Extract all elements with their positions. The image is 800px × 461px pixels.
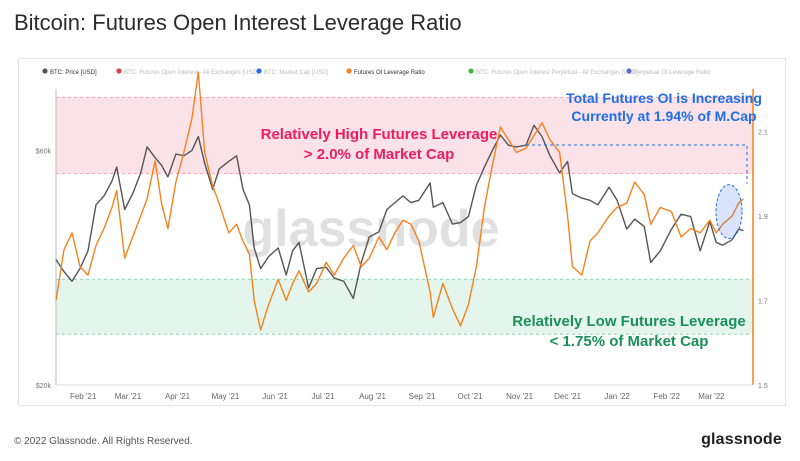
chart-svg: glassnode BTC: Price [USD] BTC: Futures O…: [36, 68, 768, 401]
legend-marker: [346, 68, 352, 74]
y-right-tick-label: 1.9: [758, 214, 768, 221]
zone-high: [56, 97, 753, 174]
legend-marker: [116, 68, 122, 74]
x-tick-label: Jun '21: [262, 392, 288, 401]
chart-panel: glassnode BTC: Price [USD] BTC: Futures O…: [18, 58, 786, 406]
x-tick-label: Feb '22: [653, 392, 680, 401]
series: [55, 71, 744, 331]
legend: BTC: Price [USD] BTC: Futures Open Intere…: [42, 68, 711, 76]
x-tick-label: Feb '21: [70, 392, 97, 401]
x-tick-label: Mar '22: [698, 392, 725, 401]
x-tick-label: Aug '21: [359, 392, 386, 401]
x-tick-label: Jan '22: [604, 392, 630, 401]
legend-marker: [42, 68, 48, 74]
x-tick-label: Dec '21: [554, 392, 581, 401]
legend-marker: [256, 68, 262, 74]
annotation-current: Total Futures OI is Increasing: [566, 90, 762, 106]
current-highlight-ellipse: [715, 184, 743, 240]
y-left-tick-label: $60k: [36, 148, 52, 155]
y-right-tick-label: 1.5: [758, 383, 768, 390]
annotations: Relatively High Futures Leverage > 2.0% o…: [261, 90, 762, 350]
x-tick-label: Apr '21: [165, 392, 191, 401]
x-tick-label: Oct '21: [457, 392, 483, 401]
legend-label: Futures OI Leverage Ratio: [354, 70, 425, 76]
x-tick-label: Mar '21: [115, 392, 142, 401]
legend-label: BTC: Futures Open Interest - All Exchang…: [124, 70, 259, 76]
annotation-current: Currently at 1.94% of M.Cap: [571, 108, 756, 124]
annotation-low: Relatively Low Futures Leverage: [512, 313, 745, 330]
x-tick-label: May '21: [212, 392, 240, 401]
annotation-high: > 2.0% of Market Cap: [304, 146, 454, 163]
x-tick-label: Sep '21: [409, 392, 436, 401]
legend-marker: [468, 68, 474, 74]
legend-label: BTC: Price [USD]: [50, 70, 97, 76]
axes: Feb '21 Mar '21 Apr '21 May '21 Jun '21 Jul '…: [36, 89, 768, 401]
zone-low: [56, 279, 753, 335]
y-right-tick-label: 2.1: [758, 129, 768, 136]
series-leverage-line: [55, 71, 744, 331]
legend-marker: [626, 68, 632, 74]
annotation-low: < 1.75% of Market Cap: [550, 333, 709, 350]
legend-label: BTC: Market Cap [USD]: [264, 70, 328, 76]
annotation-pointer: [526, 144, 748, 184]
watermark: glassnode: [242, 200, 499, 258]
legend-label: Perpetual OI Leverage Ratio: [634, 70, 711, 76]
brand-logo: glassnode: [701, 431, 782, 448]
legend-label: BTC: Futures Open Interest Perpetual - A…: [476, 70, 638, 76]
y-right-tick-label: 1.7: [758, 298, 768, 305]
x-tick-label: Jul '21: [312, 392, 335, 401]
y-left-tick-label: $20k: [36, 383, 52, 390]
series-price-line: [55, 124, 744, 300]
annotation-high: Relatively High Futures Leverage: [261, 126, 498, 143]
page-title: Bitcoin: Futures Open Interest Leverage …: [14, 10, 462, 35]
zones: [56, 96, 753, 335]
x-tick-label: Nov '21: [506, 392, 533, 401]
copyright: © 2022 Glassnode. All Rights Reserved.: [14, 436, 193, 447]
